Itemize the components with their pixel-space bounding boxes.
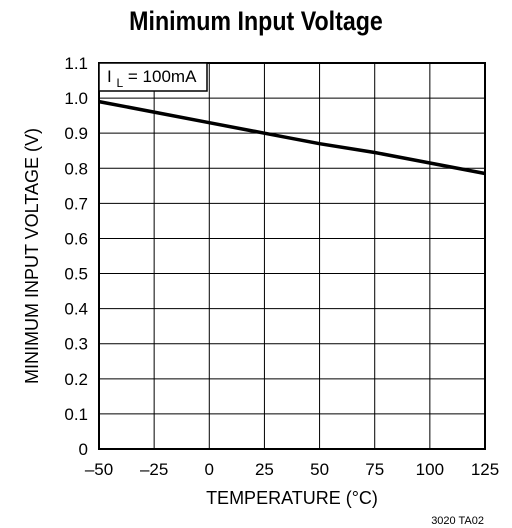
- y-axis-label: MINIMUM INPUT VOLTAGE (V): [22, 128, 42, 384]
- x-tick-label: 75: [365, 460, 384, 479]
- x-tick-label: 50: [310, 460, 329, 479]
- x-tick-label: 0: [205, 460, 214, 479]
- y-tick-label: 1.1: [64, 54, 88, 73]
- data-series: [98, 99, 486, 176]
- x-tick-label: 100: [416, 460, 444, 479]
- y-tick-label: 0.7: [64, 194, 88, 213]
- x-tick-label: –25: [140, 460, 168, 479]
- y-tick-label: 0.9: [64, 124, 88, 143]
- y-tick-label: 0: [79, 440, 88, 459]
- x-axis-label: TEMPERATURE (°C): [206, 488, 378, 508]
- y-tick-label: 1.0: [64, 89, 88, 108]
- x-tick-label: –50: [85, 460, 113, 479]
- y-tick-label: 0.3: [64, 335, 88, 354]
- annotation-box: [98, 62, 208, 92]
- y-tick-label: 0.8: [64, 159, 88, 178]
- annotation-text: I L = 100mA: [107, 67, 197, 91]
- grid-lines: [99, 63, 485, 449]
- chart-title: Minimum Input Voltage: [129, 6, 383, 36]
- y-tick-label: 0.4: [64, 300, 88, 319]
- series-line: [98, 99, 486, 176]
- annotation-value: = 100mA: [128, 67, 197, 86]
- figure-id: 3020 TA02: [431, 515, 484, 527]
- plot-area: [98, 62, 486, 450]
- y-tick-labels: 0 0.1 0.2 0.3 0.4 0.5 0.6 0.7 0.8 0.9 1.0 1.1: [64, 54, 88, 459]
- y-tick-label: 0.5: [64, 265, 88, 284]
- y-tick-label: 0.6: [64, 229, 88, 248]
- annotation-subscript: L: [116, 76, 123, 90]
- y-tick-label: 0.1: [64, 405, 88, 424]
- x-tick-label: 125: [471, 460, 499, 479]
- y-tick-label: 0.2: [64, 370, 88, 389]
- x-tick-labels: –50 –25 0 25 50 75 100 125: [85, 460, 499, 479]
- annotation-main: I: [107, 67, 112, 86]
- x-tick-label: 25: [255, 460, 274, 479]
